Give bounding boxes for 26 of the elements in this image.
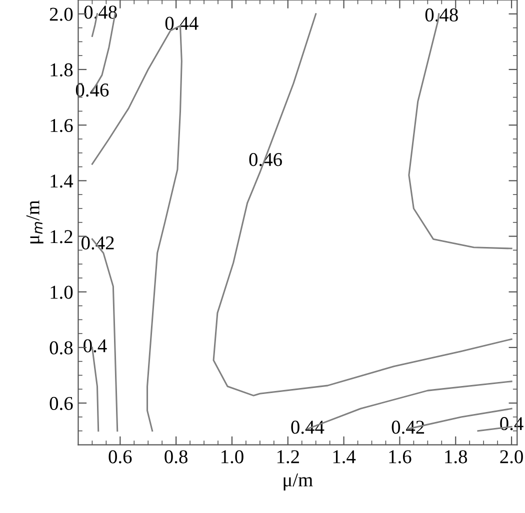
annotation: 0.44 <box>165 16 198 30</box>
y-tick-label: 1.8 <box>50 63 73 77</box>
y-tick-label: 0.8 <box>50 341 73 354</box>
y-tick-label: 2.0 <box>50 8 73 21</box>
x-tick-label: 1.4 <box>333 450 356 464</box>
y-tick-label: 1.6 <box>50 118 73 132</box>
y-tick-label: 1.0 <box>50 286 73 299</box>
x-tick-label: 2.0 <box>500 450 523 464</box>
x-tick-label: 1.6 <box>389 450 412 464</box>
y-tick-label: 1.4 <box>50 174 74 188</box>
annotation: 0.44 <box>291 420 324 434</box>
y-tick-label: 1.2 <box>50 230 72 244</box>
annotation: 0.4 <box>84 339 107 352</box>
x-tick-label: 0.6 <box>108 450 132 464</box>
x-axis-title: μ/m <box>284 473 313 490</box>
y-axis-title: μ$_{m}$/m <box>26 200 44 244</box>
x-tick-label: 1.2 <box>277 450 299 464</box>
annotation: 0.48 <box>425 8 458 22</box>
x-tick-label: 0.8 <box>164 450 188 464</box>
annotation: 0.46 <box>249 152 282 166</box>
annotation: 0.42 <box>392 420 424 434</box>
y-tick-label: 0.6 <box>50 396 73 410</box>
annotation: 0.48 <box>84 6 117 19</box>
x-tick-label: 1.8 <box>445 450 468 464</box>
annotation: 0.42 <box>82 236 114 250</box>
x-tick-label: 1.0 <box>222 450 244 464</box>
